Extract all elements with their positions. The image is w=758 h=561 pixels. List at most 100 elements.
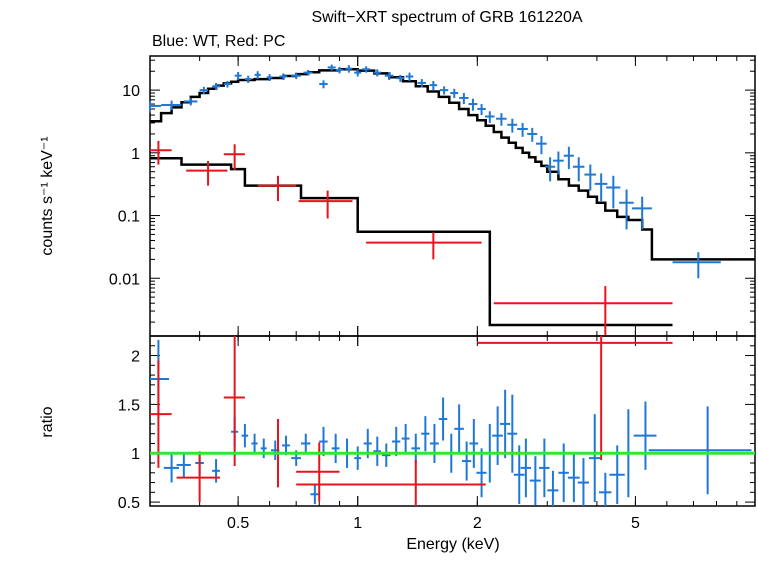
plot-frame [149, 335, 756, 507]
y-tick-label: 1.5 [118, 397, 140, 414]
wt-ratio-point [539, 438, 550, 498]
wt-point [459, 92, 469, 105]
y-tick-label: 0.01 [109, 271, 140, 288]
wt-ratio-point [401, 423, 410, 454]
wt-ratio-point [251, 433, 258, 454]
wt-point [563, 146, 574, 170]
wt-ratio-point [176, 453, 191, 477]
wt-point [223, 80, 232, 88]
wt-point [496, 113, 507, 126]
pc-point [223, 144, 245, 171]
wt-ratio-point [599, 472, 612, 506]
wt-ratio-point [163, 453, 180, 483]
wt-ratio-point [429, 423, 439, 464]
x-tick-label: 1 [353, 515, 362, 532]
wt-ratio-point [373, 436, 382, 466]
pc-ratio-point [150, 360, 172, 468]
wt-point [535, 136, 547, 155]
pc-point [366, 232, 482, 260]
wt-point [484, 111, 495, 123]
pc-ratio-point [296, 442, 340, 502]
wt-point [149, 100, 162, 113]
x-tick-label: 0.5 [227, 515, 249, 532]
wt-point [303, 69, 313, 76]
wt-point [234, 71, 242, 80]
wt-ratio-point [331, 433, 340, 464]
wt-point [335, 66, 344, 74]
wt-point [266, 74, 273, 81]
wt-point [279, 73, 288, 80]
wt-point [552, 151, 564, 175]
wt-ratio-point [547, 470, 559, 506]
wt-point [354, 69, 362, 77]
wt-ratio-point [301, 433, 311, 454]
wt-ratio-point [499, 389, 511, 459]
pc-point [186, 161, 228, 186]
wt-ratio-point [476, 448, 487, 498]
wt-point [199, 86, 209, 94]
pc-ratio-point [176, 453, 220, 503]
wt-point [584, 164, 597, 191]
wt-ratio-point [633, 401, 657, 470]
wt-point [405, 72, 414, 81]
wt-ratio-point [454, 404, 464, 454]
wt-ratio-point [381, 443, 391, 467]
chart-subtitle: Blue: WT, Red: PC [152, 33, 285, 50]
wt-ratio-point [212, 459, 220, 483]
wt-point [183, 97, 198, 106]
wt-ratio-point [507, 394, 518, 473]
wt-ratio-point [310, 484, 320, 505]
plot-frame [149, 55, 756, 337]
wt-ratio-point [588, 414, 601, 503]
wt-ratio-point [469, 419, 479, 468]
wt-point [517, 122, 528, 137]
wt-ratio-point [513, 445, 525, 505]
wt-point [619, 189, 634, 230]
pc-ratio-point [477, 336, 673, 461]
wt-point [254, 71, 261, 80]
wt-point [345, 65, 353, 73]
wt-ratio-point [492, 406, 503, 465]
wt-ratio-point [529, 456, 541, 506]
wt-point [594, 173, 608, 202]
wt-point [396, 74, 405, 82]
wt-ratio-point [438, 397, 448, 441]
wt-point [527, 127, 538, 142]
wt-ratio-point [520, 438, 532, 498]
wt-point [384, 71, 394, 80]
wt-point [477, 104, 486, 116]
wt-ratio-point [421, 416, 430, 452]
spectrum-panel: 0.01 0.1 1 10 [109, 55, 756, 337]
pc-point [493, 286, 673, 336]
ratio-panel: 0.5 1 2 5 0.5 1 1.5 2 [118, 335, 756, 532]
wt-point [507, 118, 518, 133]
pc-point [298, 190, 353, 219]
wt-ratio-point [461, 441, 472, 481]
x-tick-label: 5 [631, 515, 640, 532]
wt-point [161, 100, 182, 111]
chart-title: Swift−XRT spectrum of GRB 161220A [311, 9, 582, 26]
wt-point [631, 196, 652, 230]
wt-point [373, 69, 382, 77]
wt-point [291, 72, 302, 80]
pc-ratio-point [296, 460, 486, 506]
y-axis-label-ratio: ratio [39, 406, 56, 437]
wt-point [572, 157, 585, 182]
wt-point [212, 82, 220, 91]
pc-point [257, 175, 297, 202]
wt-ratio-point [411, 433, 421, 464]
y-tick-label: 1 [131, 446, 140, 463]
pc-ratio-point [223, 336, 245, 466]
y-tick-label: 0.1 [118, 209, 140, 226]
y-tick-label: 2 [131, 349, 140, 366]
wt-ratio-point [567, 453, 580, 503]
wt-point [429, 80, 438, 91]
wt-ratio-point [609, 445, 625, 505]
wt-point [544, 157, 556, 182]
wt-ratio-point [354, 446, 362, 470]
pc-model-line [150, 156, 673, 327]
wt-point [468, 98, 478, 111]
wt-ratio-point [241, 423, 249, 448]
wt-point [450, 88, 459, 98]
